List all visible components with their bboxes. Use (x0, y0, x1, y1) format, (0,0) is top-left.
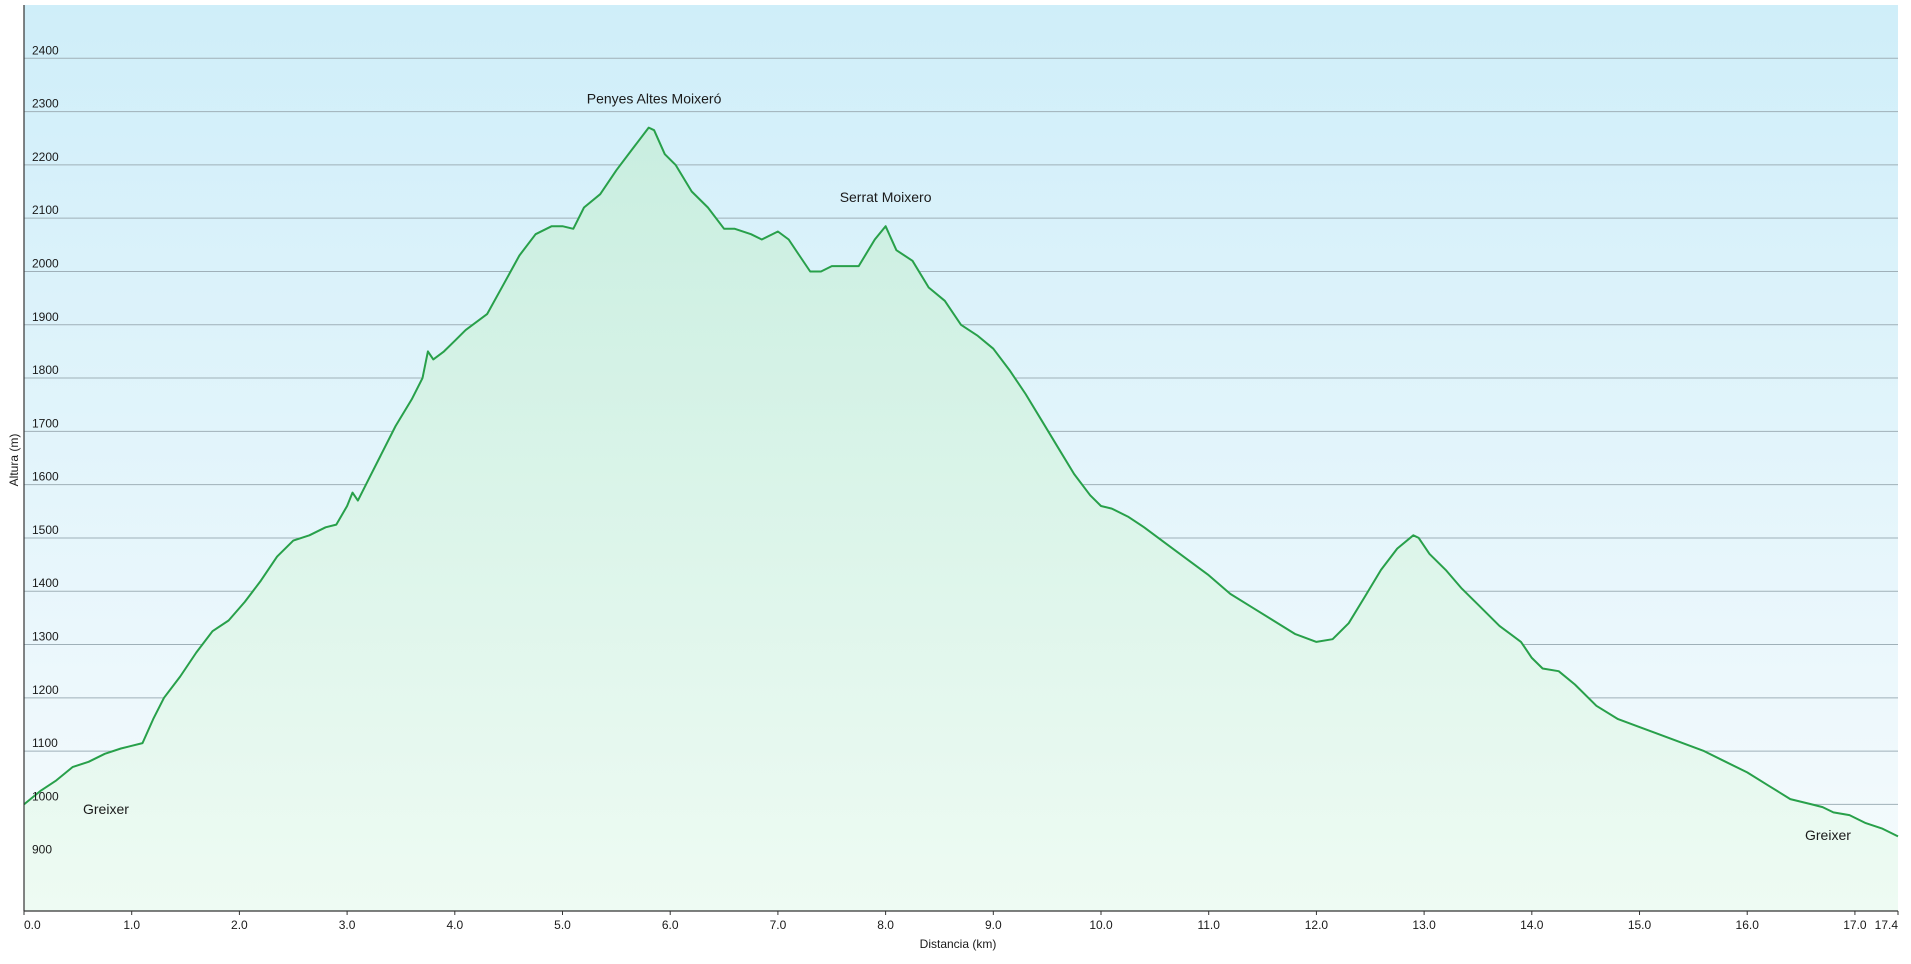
x-tick-label: 3.0 (339, 918, 356, 932)
y-tick-label: 2000 (32, 256, 59, 270)
x-tick-label: 8.0 (877, 918, 894, 932)
y-tick-label: 1300 (32, 630, 59, 644)
x-tick-label: 5.0 (554, 918, 571, 932)
y-axis-title: Altura (m) (7, 434, 21, 487)
x-tick-label: 11.0 (1197, 918, 1220, 932)
y-tick-label: 1100 (32, 736, 58, 750)
x-tick-label: 0.0 (24, 918, 41, 932)
y-tick-label: 2300 (32, 97, 59, 111)
x-tick-label: 17.4 (1875, 918, 1899, 932)
x-tick-label: 1.0 (123, 918, 140, 932)
y-tick-label: 1500 (32, 523, 59, 537)
peak-annotation: Penyes Altes Moixeró (587, 91, 722, 107)
annotations: Penyes Altes Moixeró Serrat Moixero Greixe… (83, 91, 1851, 843)
x-tick-label: 2.0 (231, 918, 248, 932)
y-tick-label: 2400 (32, 43, 59, 57)
elevation-line (23, 126, 1899, 838)
x-tick-label: 4.0 (446, 918, 463, 932)
axes (23, 5, 1898, 912)
x-tick-label: 14.0 (1520, 918, 1544, 932)
y-tick-label: 900 (32, 843, 52, 857)
y-tick-label: 1900 (32, 310, 59, 324)
y-tick-label: 1000 (32, 789, 59, 803)
elevation-area-fill (24, 127, 1898, 912)
x-axis-ticks: 0.0 1.0 2.0 3.0 4.0 5.0 6.0 7.0 8.0 9.0 10.0 11.0 12… (23, 911, 1899, 932)
x-tick-label: 7.0 (770, 918, 787, 932)
y-tick-label: 1600 (32, 470, 59, 484)
y-tick-label: 1700 (32, 416, 59, 430)
x-axis-title: Distancia (km) (920, 937, 997, 951)
y-tick-label: 1800 (32, 363, 59, 377)
y-tick-label: 1200 (32, 683, 59, 697)
x-tick-label: 13.0 (1412, 918, 1436, 932)
peak-annotation: Serrat Moixero (840, 189, 932, 205)
x-tick-label: 10.0 (1089, 918, 1113, 932)
y-tick-label: 2200 (32, 150, 59, 164)
x-tick-label: 6.0 (662, 918, 679, 932)
x-tick-label: 12.0 (1305, 918, 1329, 932)
x-tick-label: 15.0 (1628, 918, 1652, 932)
x-tick-label: 9.0 (985, 918, 1002, 932)
y-axis-ticks: 900 1000 1100 1200 1300 1400 1500 1600 1700 1800 1… (32, 43, 59, 856)
y-tick-label: 2100 (32, 203, 59, 217)
y-tick-label: 1400 (32, 576, 59, 590)
x-tick-label: 17.0 (1843, 918, 1867, 932)
peak-annotation: Greixer (83, 801, 129, 817)
x-tick-label: 16.0 (1736, 918, 1760, 932)
peak-annotation: Greixer (1805, 827, 1851, 843)
